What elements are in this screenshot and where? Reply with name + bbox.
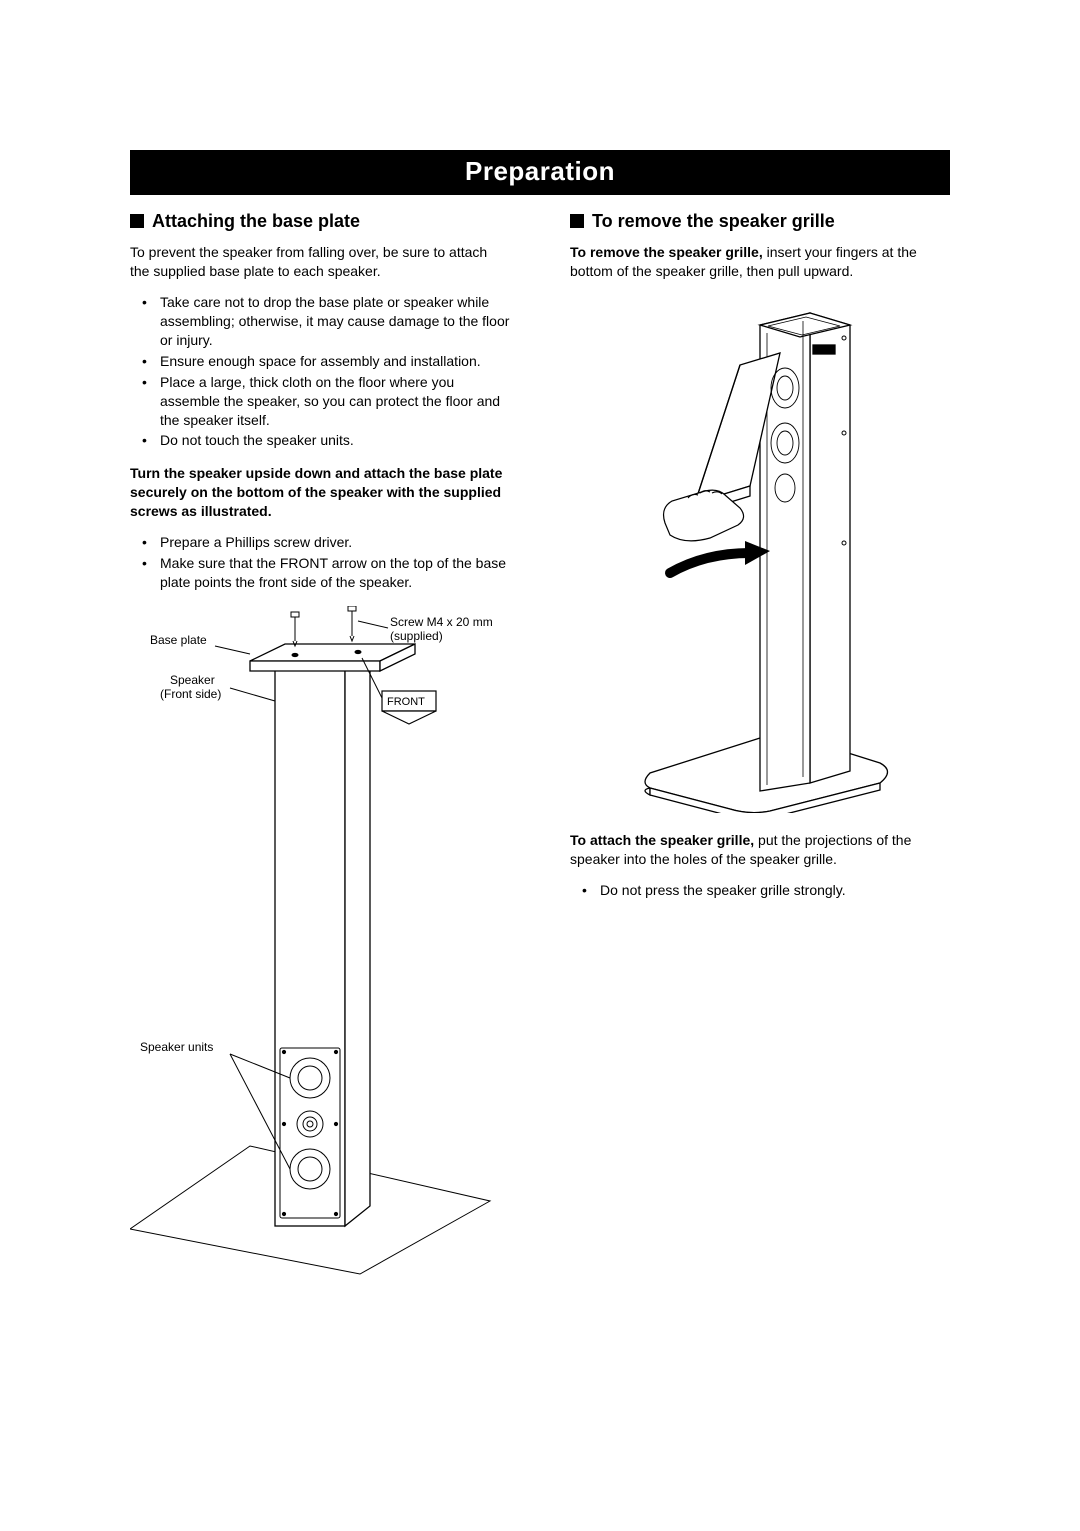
warning-item: Do not touch the speaker units. — [148, 431, 510, 450]
units-label: Speaker units — [140, 1040, 213, 1054]
remove-grille-bold: To remove the speaker grille, — [570, 244, 763, 260]
warning-item: Take care not to drop the base plate or … — [148, 293, 510, 350]
left-intro: To prevent the speaker from falling over… — [130, 243, 510, 281]
page-banner: Preparation — [130, 150, 950, 195]
attach-bullet-list: Do not press the speaker grille strongly… — [570, 881, 950, 900]
grille-figure — [570, 293, 950, 813]
left-column: Attaching the base plate To prevent the … — [130, 209, 510, 1276]
square-bullet-icon — [570, 214, 584, 228]
right-column: To remove the speaker grille To remove t… — [570, 209, 950, 1276]
step-item: Make sure that the FRONT arrow on the to… — [148, 554, 510, 592]
grille-svg — [610, 293, 910, 813]
warning-list: Take care not to drop the base plate or … — [130, 293, 510, 450]
step-item: Prepare a Phillips screw driver. — [148, 533, 510, 552]
attach-grille-text: To attach the speaker grille, put the pr… — [570, 831, 950, 869]
warning-item: Ensure enough space for assembly and ins… — [148, 352, 510, 371]
baseplate-label: Base plate — [150, 633, 207, 647]
right-heading-text: To remove the speaker grille — [592, 209, 835, 233]
speaker-label-2: (Front side) — [160, 687, 221, 701]
speaker-label-1: Speaker — [170, 673, 215, 687]
square-bullet-icon — [130, 214, 144, 228]
attach-grille-bold: To attach the speaker grille, — [570, 832, 754, 848]
attach-bullet-item: Do not press the speaker grille strongly… — [588, 881, 950, 900]
front-tag-text: FRONT — [387, 696, 425, 708]
screw-label-2: (supplied) — [390, 629, 443, 643]
right-heading: To remove the speaker grille — [570, 209, 950, 233]
two-column-layout: Attaching the base plate To prevent the … — [130, 209, 950, 1276]
remove-grille-text: To remove the speaker grille, insert you… — [570, 243, 950, 281]
screw-label-1: Screw M4 x 20 mm — [390, 615, 493, 629]
step-list: Prepare a Phillips screw driver. Make su… — [130, 533, 510, 592]
baseplate-svg: FRONT Screw M4 x 20 mm (supplied) Base p… — [130, 606, 510, 1276]
warning-item: Place a large, thick cloth on the floor … — [148, 373, 510, 430]
baseplate-figure: FRONT Screw M4 x 20 mm (supplied) Base p… — [130, 606, 510, 1276]
bold-instruction: Turn the speaker upside down and attach … — [130, 464, 510, 521]
left-heading-text: Attaching the base plate — [152, 209, 360, 233]
left-heading: Attaching the base plate — [130, 209, 510, 233]
